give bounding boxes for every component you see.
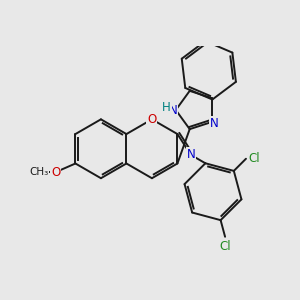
Text: CH₃: CH₃: [29, 167, 48, 177]
Text: O: O: [51, 166, 60, 178]
Text: H: H: [162, 100, 171, 114]
Text: N: N: [210, 117, 219, 130]
Text: N: N: [169, 103, 177, 116]
Text: O: O: [147, 113, 157, 126]
Text: N: N: [187, 148, 195, 161]
Text: Cl: Cl: [219, 240, 231, 254]
Text: Cl: Cl: [248, 152, 260, 165]
